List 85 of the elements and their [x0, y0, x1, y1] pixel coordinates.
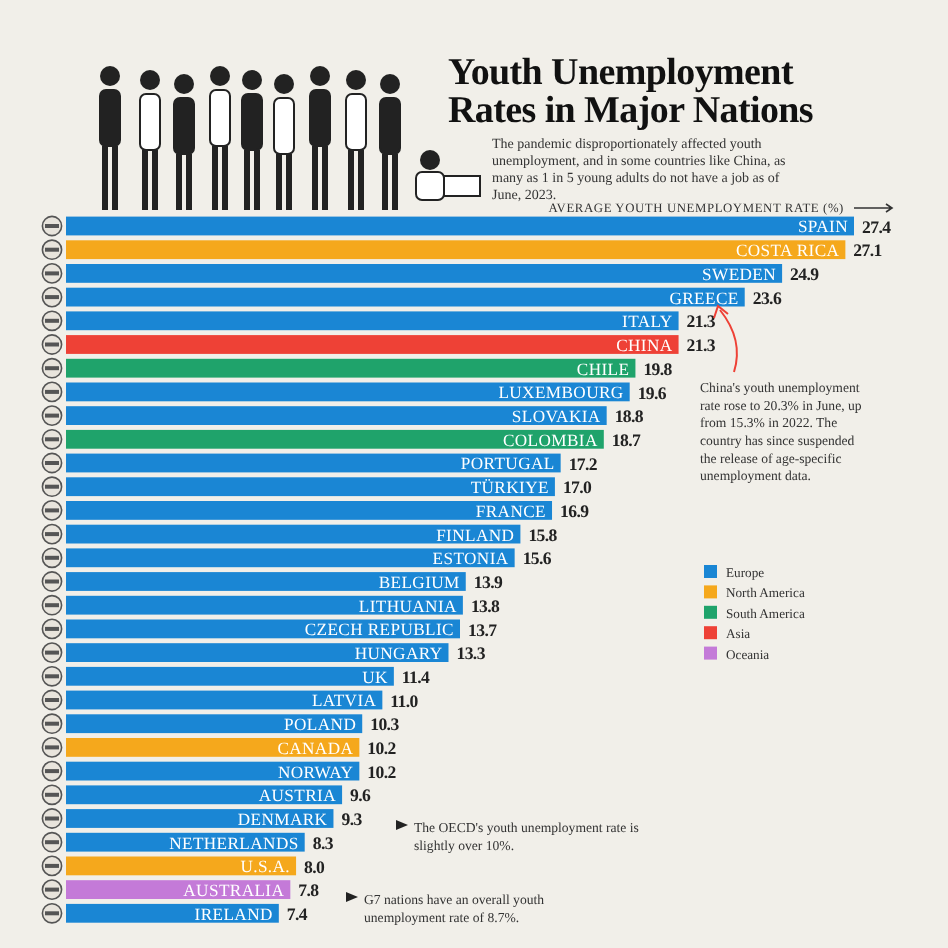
bar — [66, 524, 521, 544]
bar — [66, 738, 360, 757]
data-label: 21.3 — [686, 311, 717, 332]
y-tick-label: U.S.A. — [240, 856, 291, 877]
y-tick-label: LUXEMBOURG — [498, 382, 624, 403]
y-tick-label: TÜRKIYE — [470, 477, 549, 498]
bar — [66, 643, 449, 662]
y-tick-label: CHILE — [576, 358, 630, 379]
data-label: 13.9 — [473, 572, 504, 593]
data-label: 15.6 — [522, 548, 553, 569]
y-tick-label: IRELAND — [194, 903, 273, 924]
data-label: 18.8 — [614, 406, 645, 427]
y-tick-label: DENMARK — [237, 808, 329, 829]
data-label: 17.0 — [562, 477, 594, 498]
chart-title: Youth Unemployment Rates in Major Nations — [448, 52, 814, 132]
y-tick-label: SLOVAKIA — [511, 406, 602, 426]
data-label: 10.2 — [367, 738, 398, 758]
data-label: 9.6 — [350, 785, 373, 806]
y-tick-label: NORWAY — [278, 761, 354, 782]
data-label: 7.4 — [286, 903, 309, 924]
bar — [66, 666, 394, 686]
bar — [66, 856, 297, 876]
data-label: 24.9 — [790, 264, 821, 284]
bar — [66, 761, 360, 781]
data-label: 8.3 — [312, 832, 335, 853]
data-label: 13.7 — [468, 619, 499, 640]
y-tick-label: COSTA RICA — [735, 240, 841, 261]
bar — [66, 690, 383, 710]
data-label: 13.8 — [470, 595, 502, 616]
data-label: 19.8 — [643, 358, 674, 379]
bar — [66, 335, 679, 354]
bar — [66, 595, 463, 615]
y-tick-label: FINLAND — [436, 524, 515, 545]
data-label: 27.4 — [862, 216, 893, 237]
bar — [66, 548, 515, 568]
data-label: 17.2 — [568, 453, 599, 474]
y-tick-label: HUNGARY — [354, 643, 443, 663]
bar — [66, 572, 466, 591]
y-tick-label: CHINA — [616, 334, 674, 355]
y-tick-label: LATVIA — [311, 690, 378, 711]
data-label: 13.3 — [456, 643, 487, 664]
y-tick-label: ESTONIA — [432, 548, 510, 569]
y-tick-label: SPAIN — [797, 216, 850, 237]
bar — [66, 477, 555, 497]
y-tick-label: FRANCE — [475, 500, 547, 521]
bar — [66, 714, 363, 734]
y-tick-label: CZECH REPUBLIC — [304, 619, 455, 640]
data-label: 11.4 — [401, 666, 432, 687]
data-label: 19.6 — [637, 382, 668, 403]
bar — [66, 311, 679, 331]
y-tick-label: ITALY — [622, 311, 673, 332]
data-label: 16.9 — [560, 501, 591, 521]
data-label: 15.8 — [528, 524, 559, 545]
data-label: 27.1 — [853, 240, 882, 261]
y-tick-label: GREECE — [669, 287, 739, 308]
data-label: 23.6 — [752, 287, 783, 308]
bar — [66, 358, 636, 378]
data-label: 18.7 — [611, 429, 642, 450]
bar — [66, 429, 604, 449]
y-tick-label: BELGIUM — [378, 571, 461, 592]
y-tick-label: CANADA — [277, 737, 355, 758]
bar — [66, 240, 846, 260]
data-label: 11.0 — [390, 690, 420, 711]
y-tick-label: AUSTRIA — [258, 785, 338, 806]
bar — [66, 216, 854, 236]
bar — [66, 785, 343, 805]
data-label: 9.3 — [341, 809, 364, 830]
data-label: 10.3 — [370, 714, 401, 735]
y-tick-label: SWEDEN — [702, 263, 778, 284]
data-label: 21.3 — [686, 335, 717, 356]
y-tick-label: POLAND — [284, 714, 357, 735]
bar — [66, 287, 745, 307]
data-label: 7.8 — [298, 880, 321, 901]
bar — [66, 501, 553, 520]
data-label: 10.2 — [367, 761, 398, 782]
y-tick-label: LITHUANIA — [358, 595, 459, 616]
y-tick-label: PORTUGAL — [460, 453, 555, 474]
y-tick-label: NETHERLANDS — [169, 832, 299, 853]
data-label: 8.0 — [304, 856, 327, 877]
bar — [66, 264, 783, 283]
y-tick-label: UK — [362, 666, 390, 687]
y-tick-label: AUSTRALIA — [183, 880, 286, 900]
bar — [66, 453, 561, 473]
bar — [66, 406, 607, 425]
y-tick-label: COLOMBIA — [502, 429, 599, 450]
